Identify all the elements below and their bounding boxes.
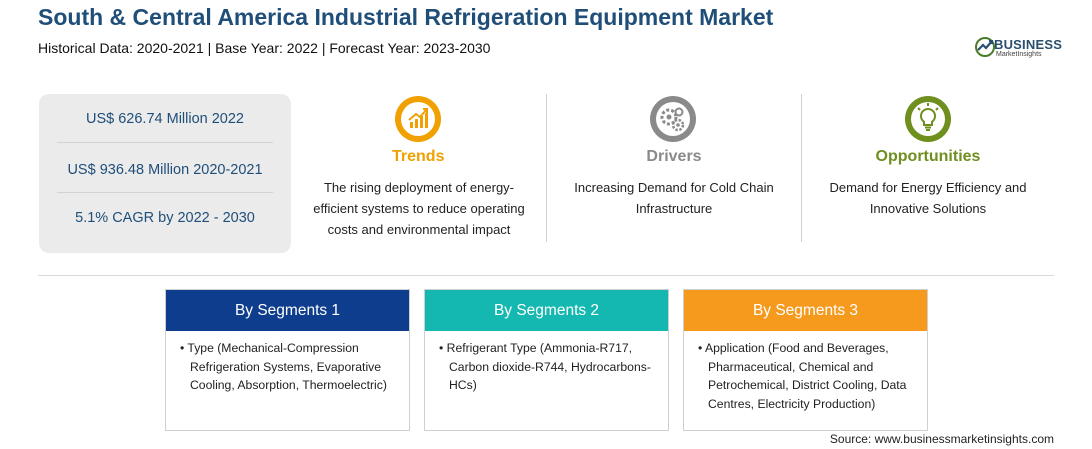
- section-divider: [38, 275, 1054, 276]
- segment-2-body: • Refrigerant Type (Ammonia-R717, Carbon…: [425, 331, 668, 395]
- logo-tagline: MarketInsights: [996, 51, 1042, 58]
- drivers-line: Increasing Demand for Cold Chain: [574, 180, 774, 195]
- globe-icon: [975, 37, 995, 57]
- segment-3-line: Petrochemical, District Cooling, Data: [708, 378, 907, 392]
- trends-description: The rising deployment of energy- efficie…: [300, 177, 538, 240]
- segment-3-title: By Segments 3: [684, 290, 927, 331]
- source-credit: Source: www.businessmarketinsights.com: [829, 432, 1054, 446]
- segment-1-line: Cooling, Absorption, Thermoelectric): [190, 378, 387, 392]
- drivers-line: Infrastructure: [635, 201, 713, 216]
- market-stats-panel: US$ 626.74 Million 2022 US$ 936.48 Milli…: [39, 94, 291, 253]
- segment-card-1: By Segments 1 • Type (Mechanical-Compres…: [165, 289, 410, 431]
- opportunities-line: Innovative Solutions: [869, 201, 987, 216]
- chart-growth-icon: [395, 96, 441, 142]
- segment-card-3: By Segments 3 • Application (Food and Be…: [683, 289, 928, 431]
- trends-heading: Trends: [392, 148, 445, 165]
- column-divider: [801, 94, 802, 242]
- segment-1-title: By Segments 1: [166, 290, 409, 331]
- stat-divider: [57, 192, 273, 193]
- lightbulb-icon: [905, 96, 951, 142]
- drivers-heading: Drivers: [646, 148, 702, 165]
- page-subtitle: Historical Data: 2020-2021 | Base Year: …: [38, 40, 491, 56]
- logo-name: BUSINESS: [994, 37, 1063, 52]
- stat-divider: [57, 142, 273, 143]
- trends-line: The rising deployment of energy-: [323, 180, 515, 195]
- drivers-description: Increasing Demand for Cold Chain Infrast…: [556, 177, 792, 219]
- opportunities-line: Demand for Energy Efficiency and: [829, 180, 1027, 195]
- column-divider: [546, 94, 547, 242]
- opportunities-heading: Opportunities: [875, 148, 981, 165]
- opportunities-description: Demand for Energy Efficiency and Innovat…: [810, 177, 1046, 219]
- trends-line: efficient systems to reduce operating: [313, 201, 525, 216]
- segment-3-line: Centres, Electricity Production): [708, 396, 876, 411]
- segment-2-line: HCs): [449, 378, 477, 392]
- segment-1-line: Refrigeration Systems, Evaporative: [190, 359, 382, 374]
- segment-1-line: • Type (Mechanical-Compression: [180, 341, 359, 355]
- gears-icon: [650, 96, 696, 142]
- stat-cagr: 5.1% CAGR by 2022 - 2030: [75, 210, 255, 226]
- trends-line: costs and environmental impact: [327, 222, 511, 237]
- segment-3-line: Pharmaceutical, Chemical and: [708, 359, 874, 374]
- page-title: South & Central America Industrial Refri…: [38, 4, 774, 30]
- segment-2-line: • Refrigerant Type (Ammonia-R717,: [439, 341, 633, 355]
- segment-2-line: Carbon dioxide-R744, Hydrocarbons-: [449, 359, 651, 374]
- segment-2-title: By Segments 2: [425, 290, 668, 331]
- company-logo: BUSINESS MarketInsights: [974, 36, 1064, 62]
- segment-card-2: By Segments 2 • Refrigerant Type (Ammoni…: [424, 289, 669, 431]
- stat-market-value-historical: US$ 936.48 Million 2020-2021: [67, 162, 263, 178]
- segment-1-body: • Type (Mechanical-Compression Refrigera…: [166, 331, 409, 395]
- segment-3-line: • Application (Food and Beverages,: [698, 341, 889, 355]
- stat-market-value-2022: US$ 626.74 Million 2022: [86, 111, 244, 127]
- segment-3-body: • Application (Food and Beverages, Pharm…: [684, 331, 927, 413]
